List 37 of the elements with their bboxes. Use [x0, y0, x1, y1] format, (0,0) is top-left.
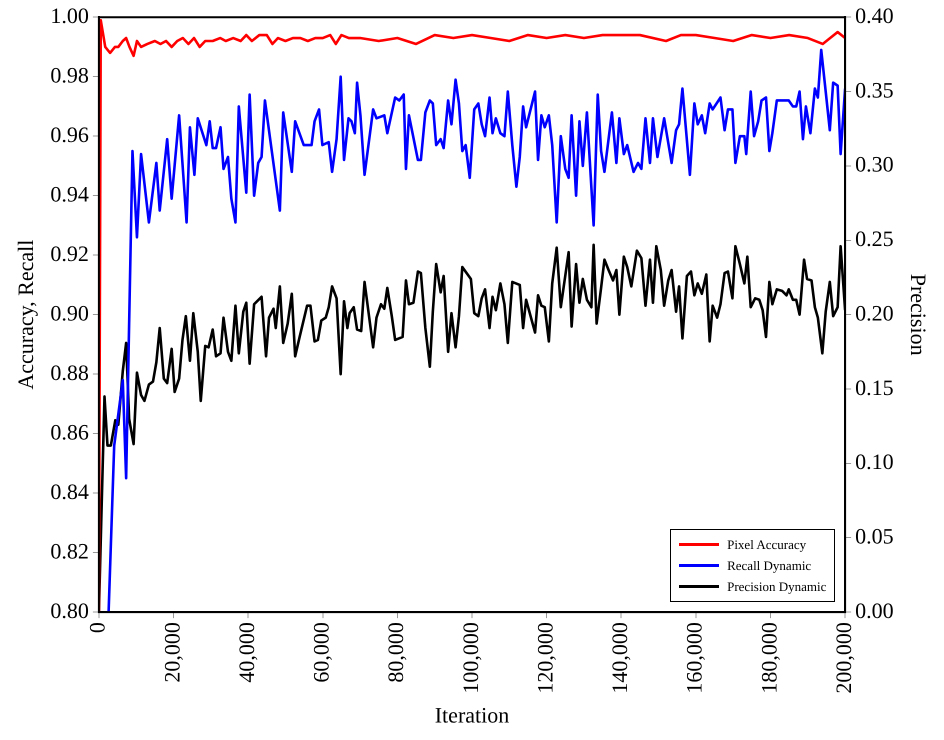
x-tick-label: 60,000	[308, 622, 334, 683]
x-tick-label: 20,000	[159, 622, 184, 683]
y2-tick-label: 0.20	[855, 300, 894, 326]
x-tick-label: 40,000	[234, 622, 259, 683]
x-tick-label: 140,000	[607, 622, 632, 694]
y-axis-title: Accuracy, Recall	[12, 240, 38, 390]
y-tick-label: 0.98	[50, 62, 89, 88]
y2-tick-label: 0.25	[855, 226, 894, 252]
y-tick-label: 0.88	[50, 360, 89, 385]
x-tick-label: 120,000	[532, 622, 558, 694]
x-tick-label: 180,000	[756, 622, 782, 694]
y2-tick-label: 0.40	[855, 2, 894, 28]
y-tick-label: 0.96	[50, 122, 89, 147]
x-tick-label: 80,000	[383, 622, 408, 683]
legend-label: Precision Dynamic	[727, 578, 826, 596]
y-tick-label: 1.00	[50, 2, 89, 28]
y-tick-label: 0.80	[50, 598, 89, 623]
y-tick-label: 0.86	[50, 419, 89, 444]
y2-tick-label: 0.35	[855, 77, 894, 102]
y2-tick-label: 0.10	[855, 449, 894, 474]
legend-label: Recall Dynamic	[727, 557, 812, 576]
y-tick-label: 0.90	[50, 300, 89, 326]
y2-tick-label: 0.00	[855, 598, 894, 623]
y-tick-label: 0.82	[50, 538, 89, 564]
y-tick-label: 0.94	[50, 181, 89, 206]
y2-tick-label: 0.30	[855, 152, 894, 177]
x-tick-label: 0	[84, 622, 110, 634]
x-tick-label: 200,000	[830, 622, 856, 694]
legend-label: Pixel Accuracy	[727, 536, 806, 554]
y2-tick-label: 0.05	[855, 524, 894, 549]
x-tick-label: 160,000	[682, 622, 707, 694]
x-tick-label: 100,000	[458, 622, 483, 694]
y2-axis-title: Precision	[906, 274, 932, 356]
x-axis-title: Iteration	[434, 702, 510, 728]
y2-tick-label: 0.15	[855, 374, 894, 400]
y-tick-label: 0.84	[50, 478, 89, 504]
y-tick-label: 0.92	[50, 240, 89, 266]
